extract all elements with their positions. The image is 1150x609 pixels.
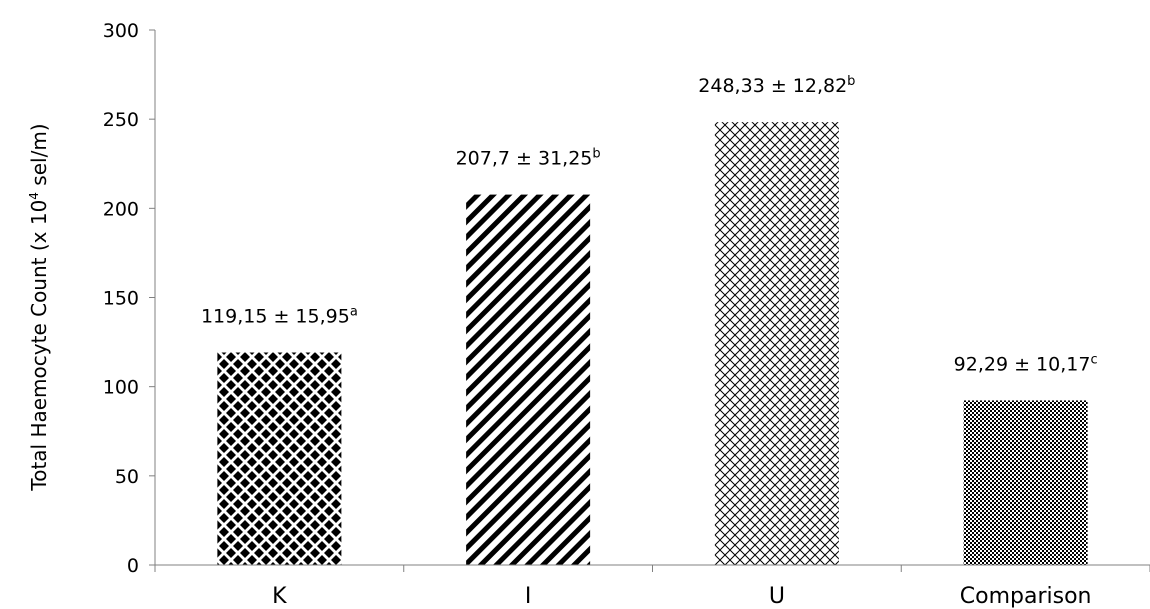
y-tick-label: 50 xyxy=(115,466,139,488)
y-tick-label: 150 xyxy=(103,288,139,310)
y-tick-label: 300 xyxy=(103,20,139,42)
bar-i xyxy=(466,194,591,565)
y-tick-label: 100 xyxy=(103,377,139,399)
bar-k xyxy=(217,352,342,565)
data-labels: 119,15 ± 15,95a 207,7 ± 31,25b 248,33 ± 12… xyxy=(201,74,1098,375)
data-label: 92,29 ± 10,17c xyxy=(954,352,1098,375)
y-tick-label: 250 xyxy=(103,109,139,131)
y-axis-ticks: 0 50 100 150 200 250 300 xyxy=(103,20,155,577)
data-label: 207,7 ± 31,25b xyxy=(456,147,601,170)
bars xyxy=(217,122,1088,565)
x-axis-categories: K I U Comparison xyxy=(272,584,1091,609)
bar-comparison xyxy=(963,400,1088,565)
bar-u xyxy=(714,122,839,565)
y-tick-label: 0 xyxy=(127,555,139,577)
x-category-label: Comparison xyxy=(960,584,1092,609)
data-label: 119,15 ± 15,95a xyxy=(201,305,358,328)
y-tick-label: 200 xyxy=(103,198,139,220)
x-category-label: U xyxy=(769,584,785,609)
y-axis-label: Total Haemocyte Count (x 104 sel/m) xyxy=(27,123,51,491)
x-category-label: K xyxy=(272,584,287,609)
x-category-label: I xyxy=(525,584,532,609)
data-label: 248,33 ± 12,82b xyxy=(698,74,855,97)
x-axis-tickmarks xyxy=(154,565,1150,572)
